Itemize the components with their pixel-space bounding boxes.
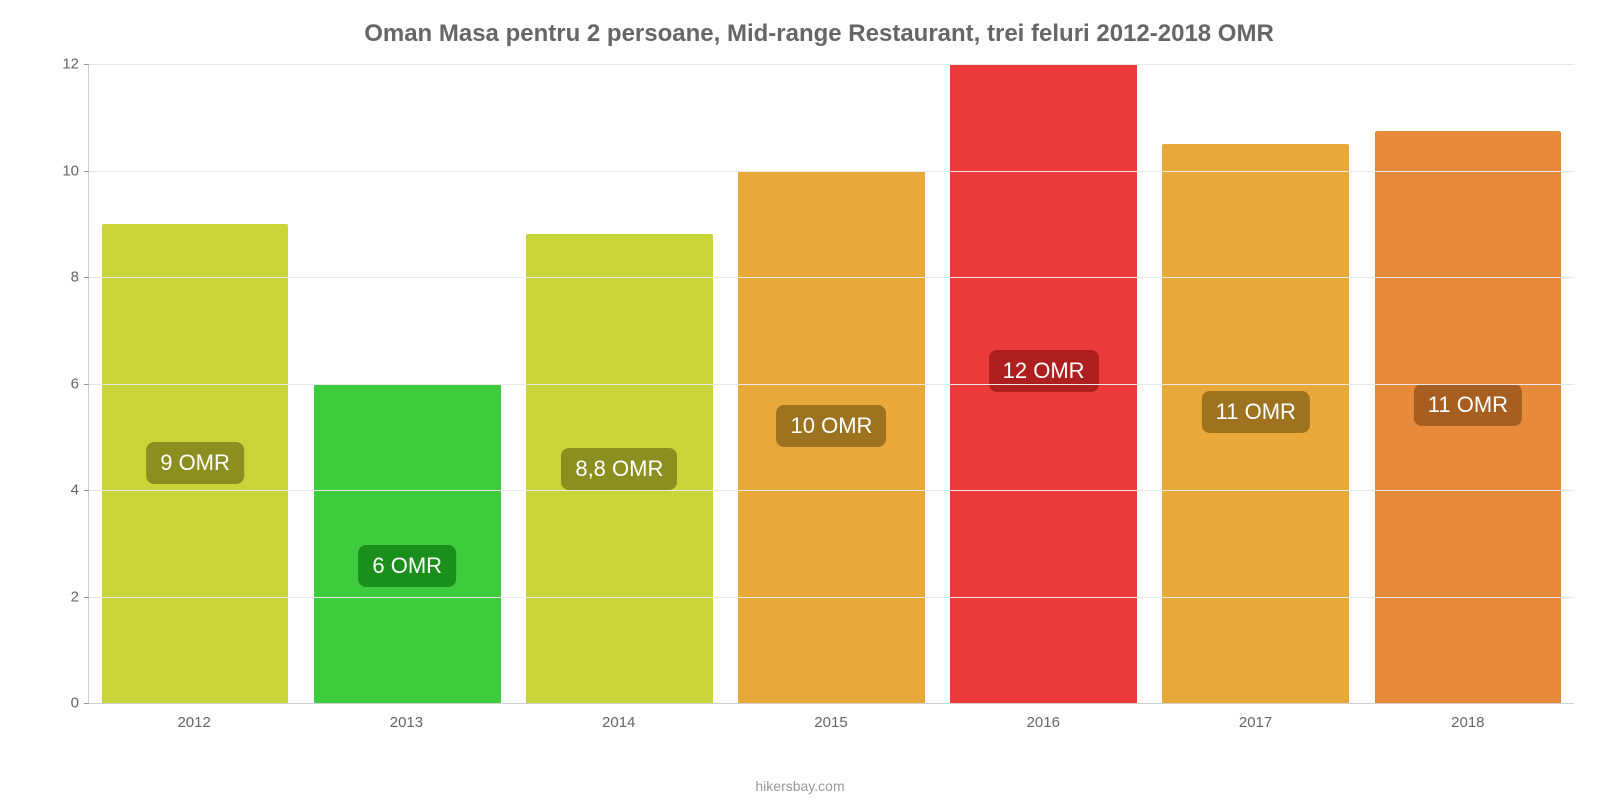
bar: 6 OMR <box>314 384 501 704</box>
bar-value-label: 12 OMR <box>989 350 1099 392</box>
y-tick-label: 8 <box>71 269 89 286</box>
x-tick-label: 2018 <box>1362 704 1574 734</box>
x-tick-label: 2013 <box>300 704 512 734</box>
y-tick-label: 6 <box>71 375 89 392</box>
x-axis-labels: 2012201320142015201620172018 <box>88 704 1574 734</box>
chart-title: Oman Masa pentru 2 persoane, Mid-range R… <box>64 20 1574 48</box>
x-tick-label: 2015 <box>725 704 937 734</box>
bar: 11 OMR <box>1162 144 1349 703</box>
bar: 9 OMR <box>102 224 289 703</box>
bar: 10 OMR <box>738 171 925 704</box>
x-tick-label: 2012 <box>88 704 300 734</box>
plot-area: 9 OMR 6 OMR 8,8 OMR 10 OMR 12 OMR 11 OMR 11 OM… <box>88 64 1574 704</box>
y-tick-label: 2 <box>71 588 89 605</box>
bar: 8,8 OMR <box>526 234 713 703</box>
x-tick-label: 2014 <box>513 704 725 734</box>
y-tick-label: 12 <box>62 56 89 73</box>
y-tick-label: 0 <box>71 695 89 712</box>
chart-container: Oman Masa pentru 2 persoane, Mid-range R… <box>64 20 1574 760</box>
watermark: hikersbay.com <box>755 778 844 794</box>
bar-value-label: 9 OMR <box>146 442 244 484</box>
bar-value-label: 8,8 OMR <box>561 448 677 490</box>
x-tick-label: 2016 <box>937 704 1149 734</box>
bar: 11 OMR <box>1375 131 1562 703</box>
gridline <box>89 64 1574 65</box>
y-tick-label: 10 <box>62 162 89 179</box>
gridline <box>89 171 1574 172</box>
bar-value-label: 6 OMR <box>358 545 456 587</box>
gridline <box>89 490 1574 491</box>
bar-value-label: 11 OMR <box>1414 384 1522 426</box>
gridline <box>89 597 1574 598</box>
gridline <box>89 277 1574 278</box>
gridline <box>89 384 1574 385</box>
bar-value-label: 10 OMR <box>777 405 887 447</box>
y-tick-label: 4 <box>71 482 89 499</box>
x-tick-label: 2017 <box>1149 704 1361 734</box>
bar-value-label: 11 OMR <box>1202 391 1310 433</box>
